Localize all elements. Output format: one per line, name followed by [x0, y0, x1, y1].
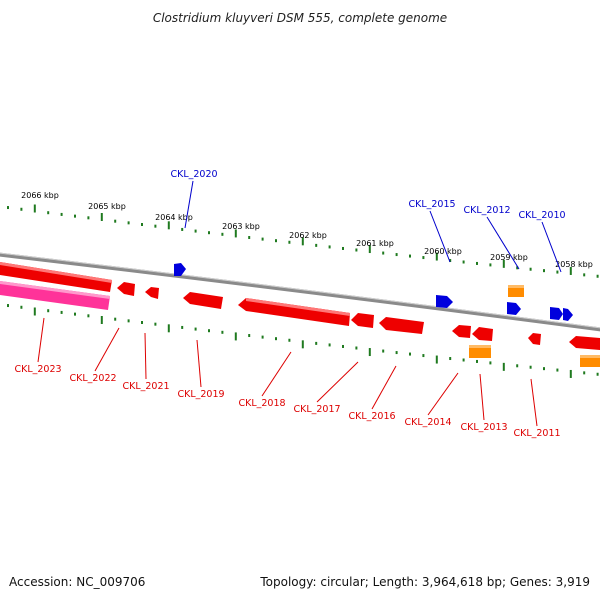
coordinate-label: 2060 kbp [424, 247, 462, 256]
gene-ckl-2020[interactable] [174, 263, 186, 276]
gene-ckl-2013[interactable] [472, 327, 493, 341]
gene-label[interactable]: CKL_2013 [460, 422, 507, 433]
coordinate-label: 2066 kbp [21, 191, 59, 200]
gene-ckl-2016[interactable] [379, 317, 424, 334]
gene-ckl-2010[interactable] [550, 307, 563, 320]
accession-text: Accession: NC_009706 [9, 575, 145, 589]
rna-genes [469, 285, 600, 367]
gene-ckl-2011[interactable] [528, 333, 541, 345]
gene-ckl-2021[interactable] [117, 282, 135, 296]
gene-label[interactable]: CKL_2023 [14, 364, 61, 375]
gene-label[interactable]: CKL_2022 [69, 373, 116, 384]
inner-tick-track [7, 304, 599, 378]
coordinate-label: 2063 kbp [222, 222, 260, 231]
gene-label[interactable]: CKL_2016 [348, 411, 395, 422]
gene-ckl-2009[interactable] [569, 336, 600, 350]
gene-label[interactable]: CKL_2017 [293, 404, 340, 415]
gene-label[interactable]: CKL_2021 [122, 381, 169, 392]
map-title: Clostridium kluyveri DSM 555, complete g… [153, 11, 447, 25]
gene-label[interactable]: CKL_2011 [513, 428, 560, 439]
forward-label-leaders [184, 180, 562, 273]
gene-ckl-2018[interactable] [238, 298, 350, 326]
gene-ckl-2021b[interactable] [145, 287, 159, 299]
gene-label[interactable]: CKL_2019 [177, 389, 224, 400]
gene-label[interactable]: CKL_2012 [463, 205, 510, 216]
gene-label[interactable]: CKL_2020 [170, 169, 217, 180]
reverse-label-leaders [37, 317, 538, 427]
outer-tick-track [7, 204, 599, 278]
gene-ckl-2017[interactable] [351, 313, 374, 328]
gene-ckl-2014[interactable] [452, 325, 471, 338]
forward-strand-genes [174, 263, 573, 321]
forward-gene-labels: CKL_2020 CKL_2015 CKL_2012 CKL_2010 [170, 169, 565, 221]
genome-backbone [0, 252, 600, 332]
coordinate-labels: 2066 kbp 2065 kbp 2064 kbp 2063 kbp 2062… [21, 191, 593, 269]
gene-ckl-2010b[interactable] [563, 308, 573, 321]
gene-label[interactable]: CKL_2015 [408, 199, 455, 210]
gene-ckl-2012[interactable] [507, 302, 521, 315]
gene-ckl-2023[interactable] [0, 281, 110, 310]
reverse-strand-genes [0, 262, 600, 350]
genome-summary: Topology: circular; Length: 3,964,618 bp… [259, 575, 590, 589]
coordinate-label: 2064 kbp [155, 213, 193, 222]
coordinate-label: 2061 kbp [356, 239, 394, 248]
coordinate-label: 2058 kbp [555, 260, 593, 269]
coordinate-label: 2065 kbp [88, 202, 126, 211]
coordinate-label: 2059 kbp [490, 253, 528, 262]
gene-label[interactable]: CKL_2018 [238, 398, 285, 409]
gene-ckl-2015[interactable] [436, 295, 453, 308]
coordinate-label: 2062 kbp [289, 231, 327, 240]
rna-gene[interactable] [469, 345, 491, 358]
gene-ckl-2019[interactable] [183, 292, 223, 309]
gene-label[interactable]: CKL_2014 [404, 417, 451, 428]
reverse-gene-labels: CKL_2023 CKL_2022 CKL_2021 CKL_2019 CKL_… [14, 364, 560, 439]
gene-label[interactable]: CKL_2010 [518, 210, 565, 221]
